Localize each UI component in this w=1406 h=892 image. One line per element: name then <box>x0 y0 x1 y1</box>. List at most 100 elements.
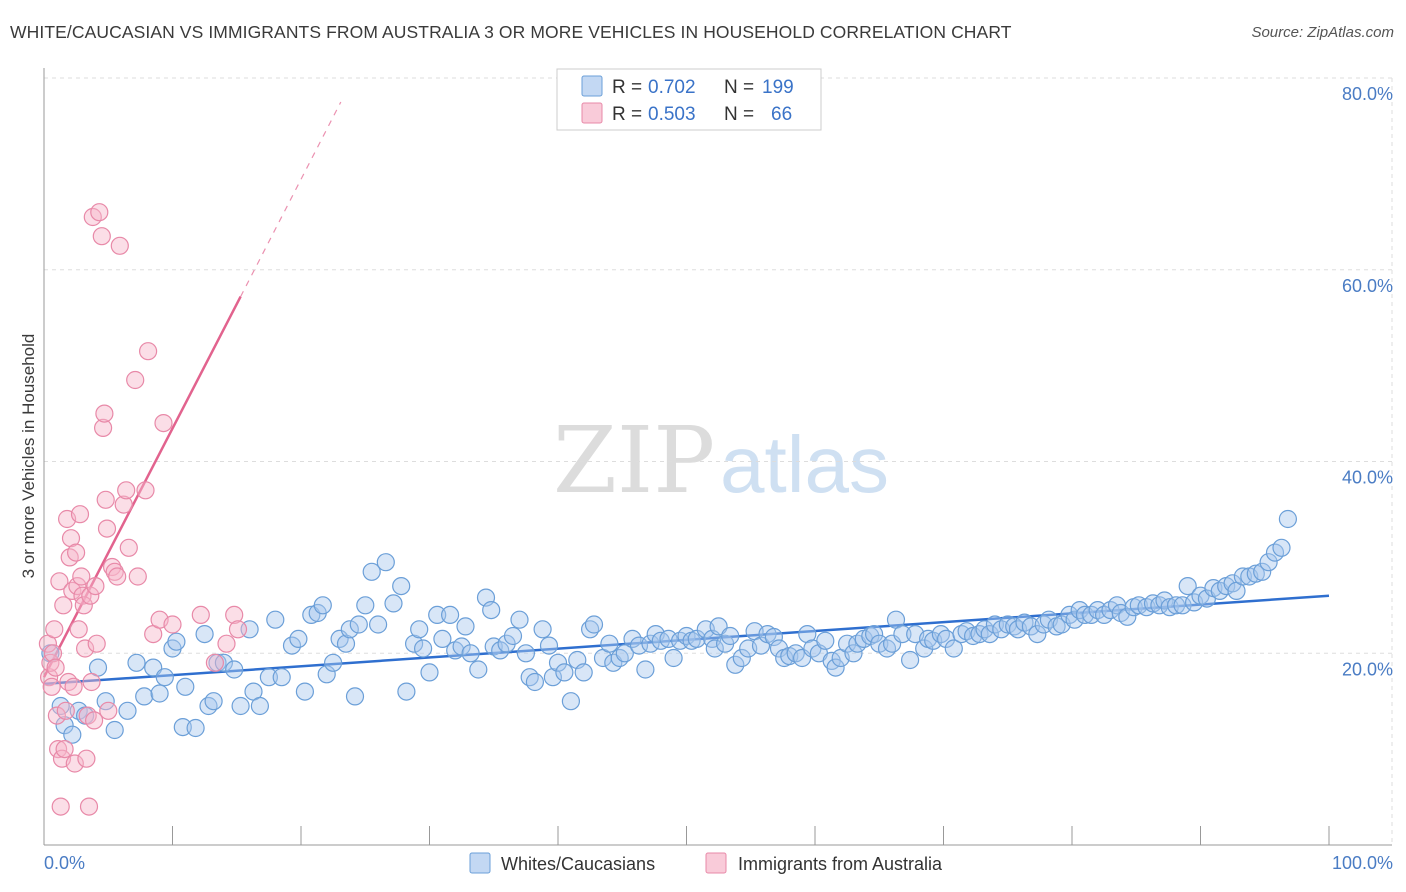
point-whites <box>641 634 660 653</box>
point-whites <box>324 653 343 672</box>
point-whites <box>186 718 205 738</box>
point-immigrants <box>55 739 74 759</box>
chart-title: WHITE/CAUCASIAN VS IMMIGRANTS FROM AUSTR… <box>10 22 1012 42</box>
point-whites <box>452 637 471 656</box>
point-immigrants <box>82 672 101 692</box>
point-whites <box>456 617 475 636</box>
point-whites <box>225 660 244 679</box>
point-whites <box>336 634 356 653</box>
point-whites <box>135 687 154 706</box>
point-whites <box>539 636 559 655</box>
point-whites <box>721 626 740 646</box>
point-immigrants <box>90 203 109 222</box>
point-whites <box>55 716 74 735</box>
y-axis-label: 3 or more Vehicles in Household <box>19 334 38 579</box>
legend: R = 0.702 N = 199 R = 0.503 N = 66 <box>556 68 822 131</box>
legend-n-value: 199 <box>762 77 794 98</box>
point-immigrants <box>93 418 113 437</box>
point-immigrants <box>56 701 75 720</box>
point-whites <box>340 620 359 639</box>
point-whites <box>482 600 501 620</box>
point-immigrants <box>128 567 147 586</box>
point-whites <box>349 615 368 634</box>
point-whites <box>769 639 789 658</box>
point-whites <box>837 634 857 653</box>
point-immigrants <box>75 639 95 658</box>
point-whites <box>629 636 649 655</box>
bottom-legend-label: Whites/Caucasians <box>501 854 655 874</box>
point-whites <box>317 665 336 684</box>
point-whites <box>900 650 920 670</box>
point-whites <box>376 553 395 572</box>
point-whites <box>584 615 604 634</box>
point-immigrants <box>86 576 105 596</box>
legend-swatch-blue <box>581 75 603 97</box>
y-tick-label: 40.0% <box>1342 468 1393 488</box>
point-immigrants <box>69 620 88 639</box>
point-whites <box>155 668 174 687</box>
point-whites <box>289 629 308 649</box>
point-whites <box>1272 538 1291 557</box>
point-whites <box>204 692 223 711</box>
point-immigrants <box>68 576 87 596</box>
point-immigrants <box>50 572 69 591</box>
point-immigrants <box>228 620 248 639</box>
point-whites <box>369 615 388 634</box>
point-whites <box>944 639 963 658</box>
point-whites <box>503 626 523 646</box>
point-immigrants <box>217 634 236 653</box>
point-whites <box>1028 624 1047 644</box>
point-whites <box>195 624 214 644</box>
legend-r-label: R = <box>612 104 642 125</box>
point-immigrants <box>77 749 96 768</box>
point-whites <box>533 620 552 639</box>
point-whites <box>864 624 884 644</box>
point-whites <box>461 644 480 663</box>
legend-r-value: 0.702 <box>648 77 696 98</box>
watermark: ZIP atlas <box>553 407 889 514</box>
point-whites <box>543 668 563 687</box>
point-immigrants <box>119 538 138 557</box>
point-whites <box>826 658 845 677</box>
source-label: Source: ZipAtlas.com <box>1251 24 1394 41</box>
point-whites <box>555 663 574 682</box>
point-whites <box>295 682 314 701</box>
point-immigrants <box>45 620 64 639</box>
point-whites <box>516 644 536 663</box>
point-whites <box>636 660 655 679</box>
legend-r-value: 0.503 <box>648 104 696 125</box>
point-whites <box>118 701 137 720</box>
point-whites <box>764 627 784 647</box>
point-whites <box>732 648 751 668</box>
bottom-legend: Whites/Caucasians Immigrants from Austra… <box>469 852 943 874</box>
point-whites <box>282 636 302 655</box>
point-whites <box>410 620 429 639</box>
point-whites <box>615 644 634 663</box>
point-whites <box>250 696 269 716</box>
point-whites <box>469 660 488 679</box>
tick-labels: 20.0% 40.0% 60.0% 80.0% 0.0% 100.0% <box>44 84 1393 873</box>
x-tick-label: 100.0% <box>1332 853 1393 873</box>
point-immigrants <box>79 797 99 816</box>
point-whites <box>231 696 250 716</box>
point-whites <box>1118 607 1137 626</box>
gridlines <box>44 77 1393 845</box>
point-immigrants <box>47 706 67 725</box>
trend-line-whites <box>43 594 1330 686</box>
point-immigrants <box>72 567 91 586</box>
point-immigrants <box>87 634 106 653</box>
point-whites <box>491 641 510 660</box>
bottom-legend-label: Immigrants from Australia <box>738 854 943 874</box>
point-whites <box>1278 509 1298 529</box>
point-immigrants <box>96 490 115 509</box>
point-immigrants <box>191 605 210 625</box>
point-immigrants <box>163 615 182 634</box>
point-whites <box>176 677 195 696</box>
point-immigrants <box>65 754 84 773</box>
point-whites <box>345 687 365 706</box>
point-immigrants <box>61 529 81 548</box>
point-whites <box>405 634 424 653</box>
point-immigrants <box>70 505 90 524</box>
y-tick-label: 60.0% <box>1342 276 1393 296</box>
